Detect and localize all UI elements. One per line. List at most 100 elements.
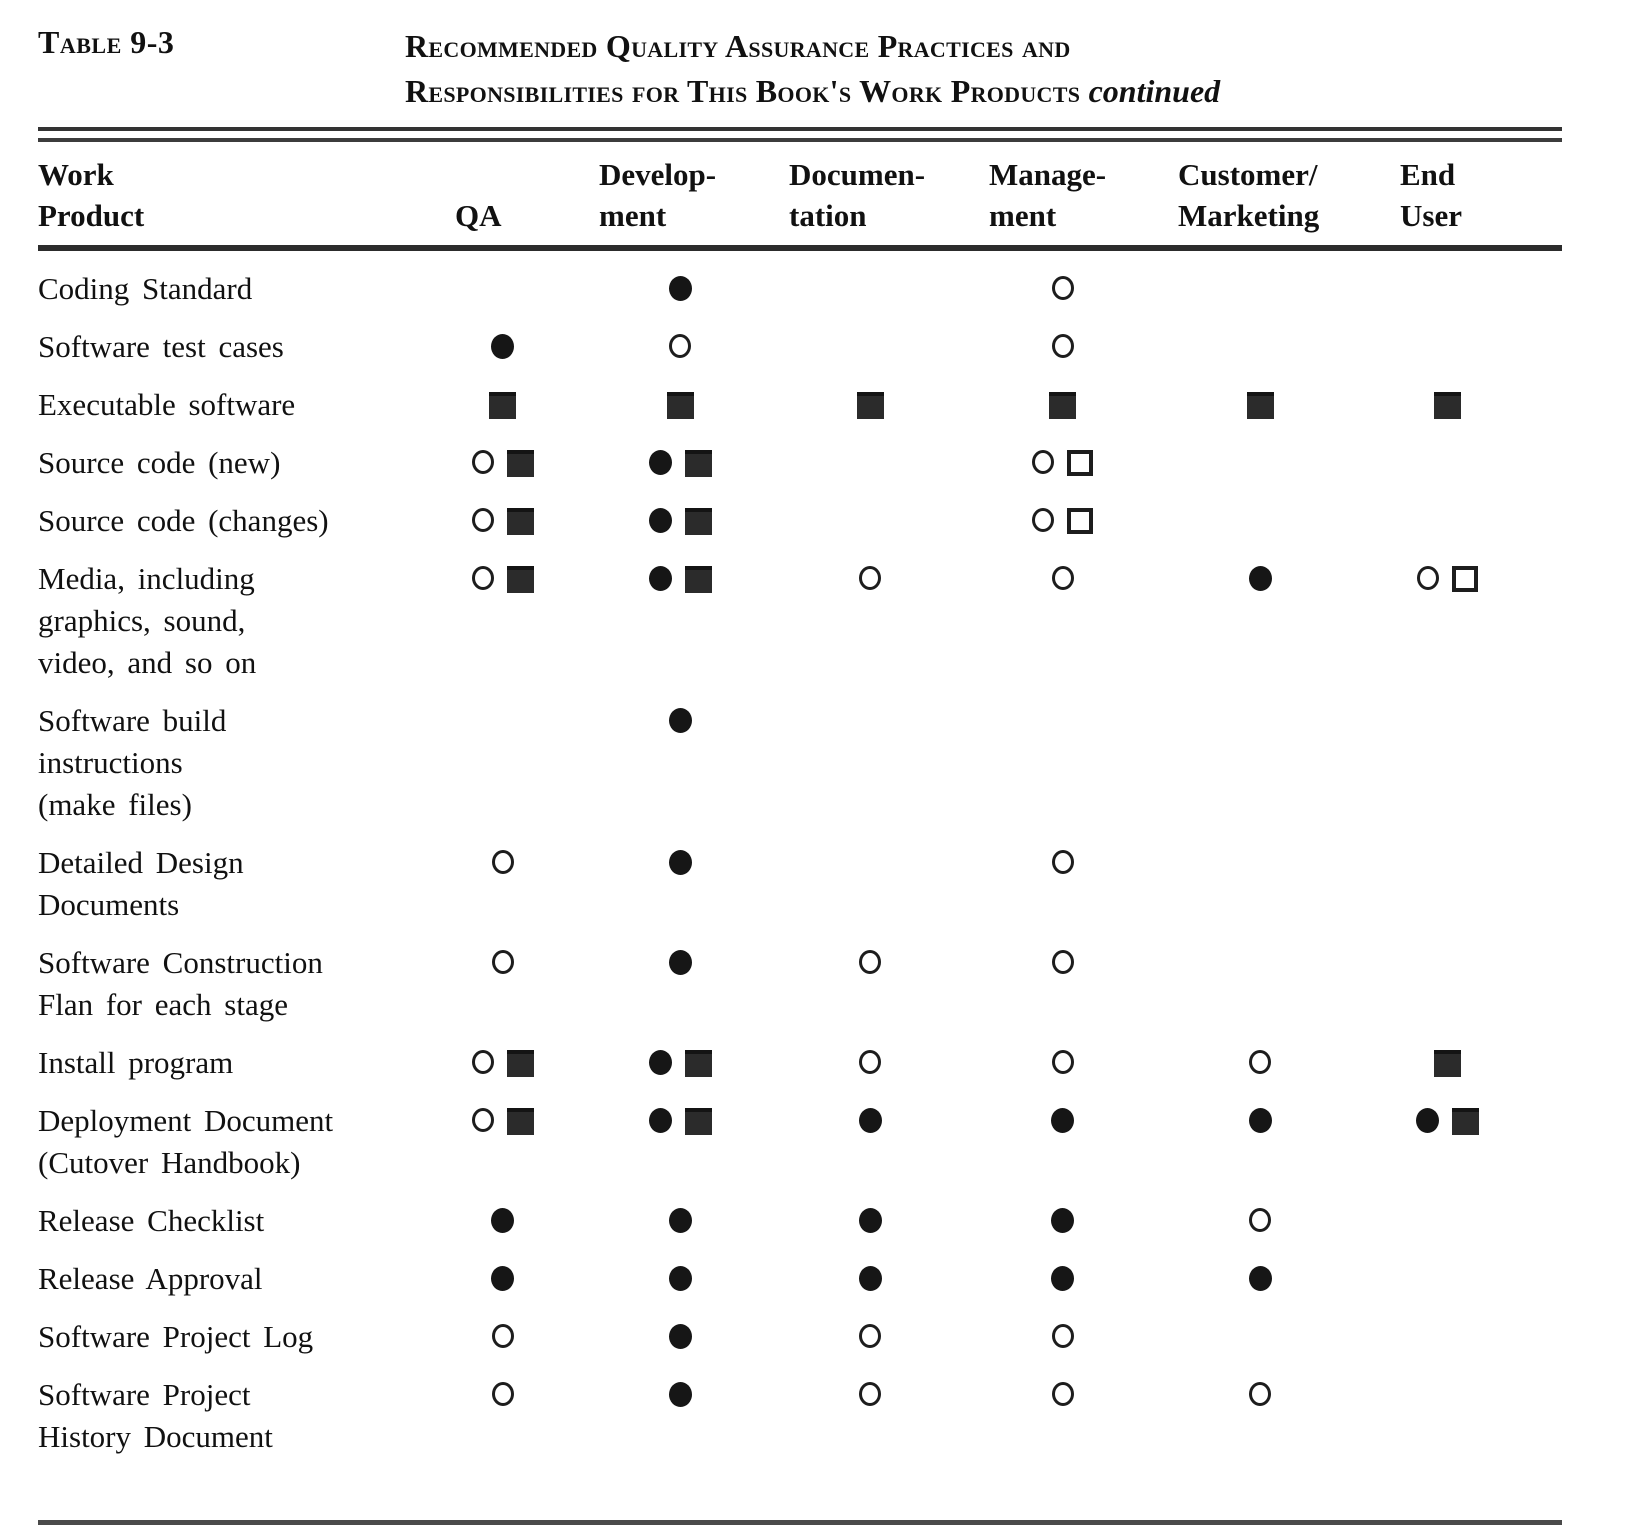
open-circle-icon (471, 1050, 494, 1074)
work-product-name: Software Construction Flan for each stag… (38, 945, 323, 1022)
open-square-icon (1451, 566, 1478, 592)
customer-marketing-cell (1160, 942, 1380, 1026)
table-row: Release Approval (38, 1258, 1562, 1316)
qa-cell (420, 558, 585, 684)
management-cell (965, 1316, 1160, 1358)
management-cell (965, 700, 1160, 826)
filled-square-icon (1433, 392, 1461, 419)
col-header-development: Develop- ment (599, 157, 717, 233)
table-figure: Table 9-3 Recommended Quality Assurance … (38, 0, 1562, 1525)
management-cell (965, 842, 1160, 926)
development-cell (585, 558, 775, 684)
development-cell (585, 1316, 775, 1358)
work-product-name: Executable software (38, 387, 296, 422)
table-row: Executable software (38, 384, 1562, 442)
qa-cell (420, 1258, 585, 1300)
qa-cell (420, 842, 585, 926)
development-cell (585, 1042, 775, 1084)
documentation-cell (775, 558, 965, 684)
end-user-cell (1380, 1316, 1562, 1358)
documentation-cell (775, 500, 965, 542)
table-number-label: Table 9-3 (38, 24, 175, 60)
table-row: Install program (38, 1042, 1562, 1100)
customer-marketing-cell (1160, 442, 1380, 484)
table-row: Software Construction Flan for each stag… (38, 942, 1562, 1042)
end-user-cell (1380, 442, 1562, 484)
customer-marketing-cell (1160, 1258, 1380, 1300)
bottom-rule (38, 1520, 1562, 1525)
customer-marketing-cell (1160, 1374, 1380, 1458)
management-cell (965, 442, 1160, 484)
open-circle-icon (471, 508, 494, 532)
filled-circle-icon (858, 1266, 882, 1291)
work-product-name: Deployment Document (Cutover Handbook) (38, 1103, 334, 1180)
table-row: Detailed Design Documents (38, 842, 1562, 942)
open-circle-icon (1051, 1382, 1074, 1406)
end-user-cell (1380, 1200, 1562, 1242)
filled-circle-icon (1051, 1208, 1074, 1233)
open-circle-icon (859, 1050, 881, 1074)
end-user-cell (1380, 500, 1562, 542)
customer-marketing-cell (1160, 268, 1380, 310)
qa-cell (420, 442, 585, 484)
end-user-cell (1380, 558, 1562, 684)
documentation-cell (775, 1374, 965, 1458)
open-circle-icon (1051, 850, 1074, 874)
management-cell (965, 1374, 1160, 1458)
customer-marketing-cell (1160, 500, 1380, 542)
open-circle-icon (1249, 1382, 1271, 1406)
management-cell (965, 558, 1160, 684)
filled-square-icon (506, 1108, 534, 1135)
documentation-cell (775, 268, 965, 310)
filled-circle-icon (648, 508, 672, 533)
documentation-cell (775, 1100, 965, 1184)
qa-cell (420, 1316, 585, 1358)
management-cell (965, 1200, 1160, 1242)
column-header-row: Work Product QA Develop- ment Documen- t… (38, 142, 1562, 236)
documentation-cell (775, 442, 965, 484)
filled-circle-icon (1248, 566, 1272, 591)
customer-marketing-cell (1160, 1200, 1380, 1242)
open-circle-icon (1249, 1208, 1271, 1232)
end-user-cell (1380, 384, 1562, 426)
management-cell (965, 500, 1160, 542)
development-cell (585, 268, 775, 310)
filled-circle-icon (491, 334, 514, 359)
table-row: Software Project History Document (38, 1374, 1562, 1474)
table-row: Software build instructions (make files) (38, 700, 1562, 842)
work-product-name: Software Project Log (38, 1319, 314, 1354)
end-user-cell (1380, 268, 1562, 310)
open-square-icon (1067, 450, 1093, 476)
work-product-name: Software Project History Document (38, 1377, 273, 1454)
open-circle-icon (491, 850, 514, 874)
col-header-documentation: Documen- tation (789, 157, 926, 233)
table-row: Source code (changes) (38, 500, 1562, 558)
work-product-name: Coding Standard (38, 271, 253, 306)
open-circle-icon (1249, 1050, 1271, 1074)
management-cell (965, 1258, 1160, 1300)
table-title-continued: continued (1088, 73, 1221, 109)
qa-cell (420, 500, 585, 542)
open-circle-icon (471, 566, 494, 590)
filled-circle-icon (648, 1050, 672, 1075)
table-title-line2: Responsibilities for This Book's Work Pr… (405, 69, 1220, 114)
filled-circle-icon (668, 276, 692, 301)
work-product-name: Software test cases (38, 329, 284, 364)
filled-square-icon (684, 1050, 712, 1077)
work-product-name: Source code (changes) (38, 503, 329, 538)
management-cell (965, 268, 1160, 310)
documentation-cell (775, 384, 965, 426)
filled-square-icon (1246, 392, 1274, 419)
filled-square-icon (489, 392, 516, 419)
development-cell (585, 500, 775, 542)
col-header-end-user: End User (1400, 157, 1462, 233)
management-cell (965, 326, 1160, 368)
development-cell (585, 1200, 775, 1242)
filled-square-icon (506, 450, 534, 477)
table-caption: Table 9-3 Recommended Quality Assurance … (38, 0, 1562, 114)
work-product-name: Software build instructions (make files) (38, 703, 227, 822)
end-user-cell (1380, 942, 1562, 1026)
work-product-name: Source code (new) (38, 445, 281, 480)
filled-circle-icon (491, 1266, 514, 1291)
qa-cell (420, 942, 585, 1026)
